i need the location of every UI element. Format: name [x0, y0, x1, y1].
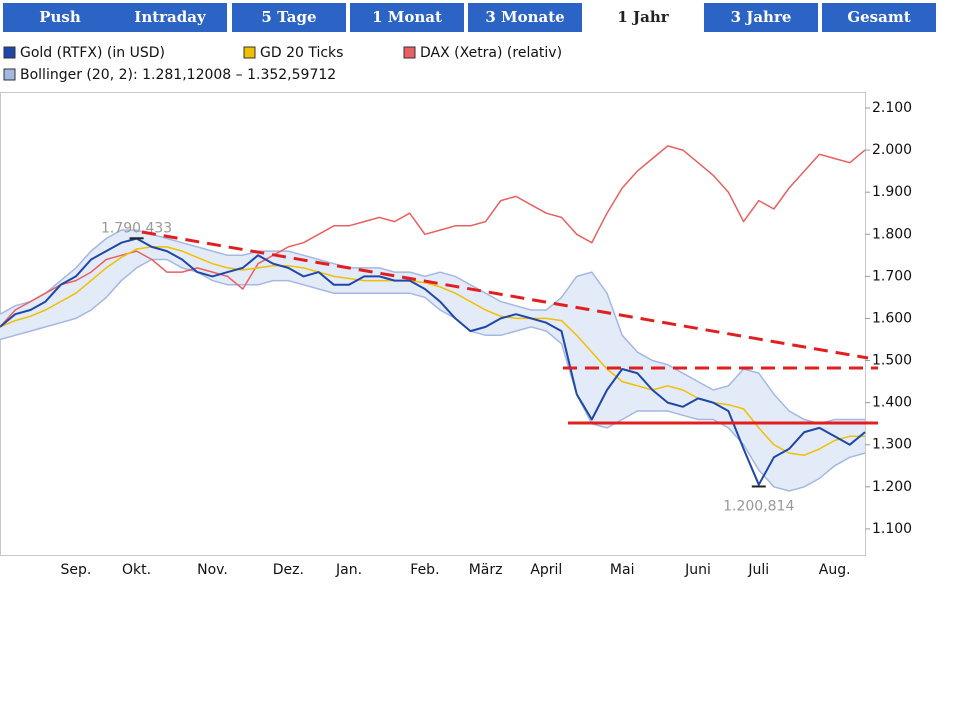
tab-label[interactable]: 3 Jahre: [731, 8, 792, 26]
series-line: [0, 145, 866, 328]
tab[interactable]: [350, 3, 464, 32]
tab-label[interactable]: Push: [39, 8, 81, 26]
y-tick-label: 1.500: [872, 353, 912, 369]
x-tick-label: April: [530, 562, 562, 578]
plot-area: [0, 92, 866, 556]
legend-label: Gold (RTFX) (in USD): [20, 45, 165, 61]
y-tick-label: 1.900: [872, 184, 912, 200]
x-tick-label: Aug.: [819, 562, 851, 578]
legend-label: DAX (Xetra) (relativ): [420, 45, 562, 61]
x-tick-label: Jan.: [335, 562, 362, 578]
tab[interactable]: [3, 3, 117, 32]
x-tick-label: Sep.: [60, 562, 91, 578]
annotation-label: 1.200,814: [723, 498, 794, 514]
x-tick-label: Juli: [747, 562, 769, 578]
x-tick-label: Feb.: [410, 562, 439, 578]
series-line: [0, 237, 866, 486]
tab-label[interactable]: 5 Tage: [261, 8, 316, 26]
tab[interactable]: [586, 3, 700, 32]
tab-label[interactable]: Intraday: [134, 8, 207, 26]
tab-bar: Push Intraday 5 Tage 1 Monat 3 Monate 1 Jahr 3…: [3, 3, 936, 32]
y-tick-label: 1.300: [872, 437, 912, 453]
tab-label[interactable]: 1 Jahr: [617, 8, 669, 26]
trend-line: [141, 230, 869, 360]
tab-label[interactable]: 3 Monate: [485, 8, 564, 26]
y-tick-label: 2.000: [872, 142, 912, 158]
series-line: [0, 246, 865, 456]
annotation-label: 1.790,433: [101, 220, 172, 236]
legend-swatch: [403, 46, 416, 59]
x-tick-label: März: [469, 562, 503, 578]
x-tick-label: Dez.: [273, 562, 304, 578]
tab-label[interactable]: 1 Monat: [372, 8, 442, 26]
x-tick-label: Nov.: [197, 562, 228, 578]
legend-label: GD 20 Ticks: [260, 45, 343, 61]
y-tick-label: 1.800: [872, 226, 912, 242]
x-tick-label: Okt.: [122, 562, 151, 578]
tab[interactable]: [113, 3, 227, 32]
y-tick-label: 1.600: [872, 310, 912, 326]
tab-label[interactable]: Gesamt: [847, 8, 910, 26]
y-tick-label: 1.200: [872, 479, 912, 495]
tab[interactable]: [468, 3, 582, 32]
y-tick-label: 1.700: [872, 268, 912, 284]
y-tick-label: 2.100: [872, 100, 912, 116]
trend-lines: [141, 230, 878, 425]
legend-swatch: [3, 46, 16, 59]
legend-swatch: [243, 46, 256, 59]
legend-swatch: [3, 68, 16, 81]
tab[interactable]: [704, 3, 818, 32]
legend-label: Bollinger (20, 2): 1.281,12008 – 1.352,5…: [20, 67, 336, 83]
y-tick-label: 1.400: [872, 395, 912, 411]
tab[interactable]: [232, 3, 346, 32]
x-tick-label: Mai: [610, 562, 635, 578]
tab[interactable]: [822, 3, 936, 32]
y-tick-label: 1.100: [872, 521, 912, 537]
x-tick-label: Juni: [684, 562, 711, 578]
